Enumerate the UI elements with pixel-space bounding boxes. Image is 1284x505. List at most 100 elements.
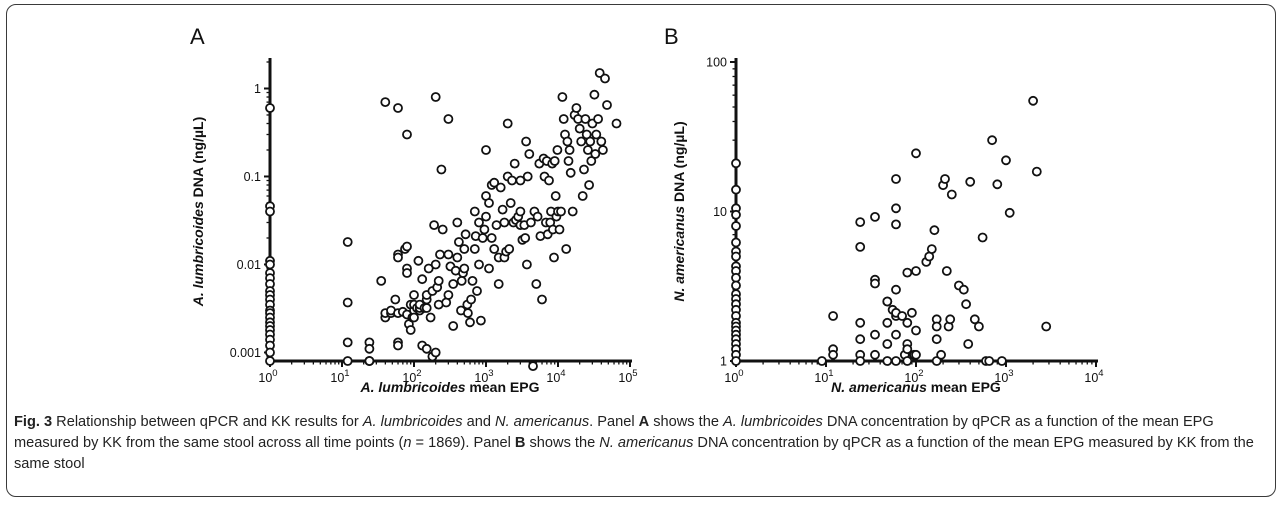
data-point <box>911 148 921 159</box>
data-point <box>969 314 980 325</box>
data-point <box>409 312 419 323</box>
data-point <box>423 263 434 274</box>
data-point <box>855 317 866 328</box>
y-tick-label: 0.1 <box>244 170 261 184</box>
data-point <box>1004 207 1015 218</box>
data-point <box>902 344 913 355</box>
x-tick-label: 105 <box>618 368 637 385</box>
data-point <box>997 356 1007 366</box>
data-point <box>941 266 952 276</box>
data-point <box>731 280 741 291</box>
data-point <box>481 145 491 155</box>
data-point <box>402 268 412 278</box>
data-point <box>593 114 603 124</box>
data-point <box>484 263 494 274</box>
data-point <box>528 361 538 372</box>
data-point <box>586 156 597 166</box>
data-point <box>459 263 470 274</box>
data-point <box>469 244 480 254</box>
data-point <box>870 329 880 340</box>
data-point <box>992 179 1003 190</box>
data-point <box>855 241 866 252</box>
data-point <box>577 191 588 201</box>
data-point <box>505 198 516 208</box>
data-point <box>591 129 602 140</box>
data-point <box>429 220 440 231</box>
caption-s1-species: A. lumbricoides <box>723 414 823 430</box>
data-point <box>393 340 403 351</box>
data-point <box>433 275 444 286</box>
caption-title-species-1: A. lumbricoides <box>362 414 463 430</box>
data-point <box>474 259 484 270</box>
data-point <box>817 356 827 366</box>
data-point <box>342 356 353 366</box>
data-point <box>507 175 517 186</box>
data-point <box>443 249 454 260</box>
caption-s1-n: n <box>403 435 412 451</box>
data-point <box>265 206 275 217</box>
data-point <box>589 89 600 100</box>
data-point <box>469 206 480 217</box>
caption-title-end: . <box>589 414 594 430</box>
data-point <box>940 174 950 184</box>
data-point <box>1028 95 1038 106</box>
data-point <box>364 343 375 354</box>
data-point <box>413 255 424 266</box>
data-point <box>574 123 585 134</box>
data-point <box>495 182 506 193</box>
data-point <box>430 259 441 270</box>
data-point <box>497 204 508 215</box>
data-point <box>583 145 593 155</box>
data-point <box>891 329 901 340</box>
data-point <box>902 267 913 278</box>
data-point <box>731 272 741 283</box>
data-point <box>558 114 569 124</box>
data-point <box>443 290 454 300</box>
x-tick-label: 101 <box>330 368 349 385</box>
data-point <box>486 233 497 243</box>
caption-label: Fig. 3 <box>14 414 53 430</box>
data-point <box>600 73 610 84</box>
data-point <box>977 232 988 243</box>
data-point <box>731 209 741 220</box>
y-tick-label: 10 <box>713 205 727 219</box>
data-point <box>911 325 921 336</box>
data-point <box>421 343 432 354</box>
data-point <box>380 97 391 107</box>
data-point <box>987 135 997 146</box>
caption-s2-panel: B <box>514 435 526 451</box>
data-point <box>531 279 542 289</box>
data-point <box>493 279 504 289</box>
data-point <box>520 233 531 243</box>
data-point <box>522 171 533 182</box>
data-point <box>571 103 582 113</box>
data-point <box>409 290 419 300</box>
data-point <box>958 284 969 295</box>
data-point <box>436 164 447 175</box>
x-tick-label: 104 <box>1084 368 1103 385</box>
data-point <box>891 284 901 295</box>
data-point <box>532 211 543 222</box>
data-point <box>731 251 741 262</box>
data-point <box>509 158 520 169</box>
data-point <box>984 356 995 366</box>
data-point <box>459 244 470 254</box>
data-point <box>448 321 459 331</box>
data-point <box>466 294 477 305</box>
data-point <box>1001 155 1011 166</box>
data-point <box>567 206 578 217</box>
data-point <box>929 225 940 236</box>
data-point <box>443 114 454 124</box>
y-tick-label: 100 <box>706 56 727 70</box>
data-point <box>897 311 907 321</box>
data-point <box>870 211 880 222</box>
data-point <box>456 275 467 286</box>
data-point <box>393 252 403 263</box>
y-axis-label: N. americanus DNA (ng/µL) <box>671 121 687 301</box>
data-point <box>828 311 838 321</box>
data-point <box>891 356 901 366</box>
data-point <box>731 356 741 366</box>
panel-label-b: B <box>664 24 679 49</box>
